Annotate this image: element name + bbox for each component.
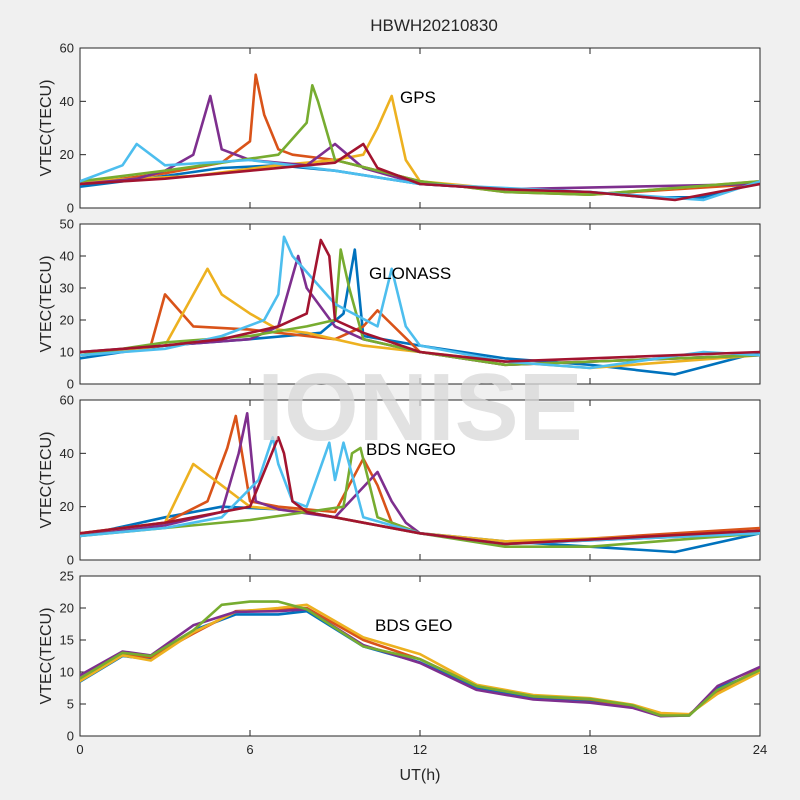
series-line-6	[80, 235, 760, 370]
series-line-6	[80, 436, 760, 546]
x-tick-label: 24	[753, 742, 767, 757]
series-line-7	[80, 436, 760, 546]
y-tick-label: 50	[60, 217, 74, 232]
x-tick-label: 6	[246, 742, 253, 757]
series-group	[80, 600, 760, 718]
y-tick-label: 60	[60, 393, 74, 408]
series-group	[80, 235, 760, 376]
y-tick-label: 40	[60, 446, 74, 461]
series-line-7	[80, 142, 760, 202]
y-tick-label: 20	[60, 147, 74, 162]
series-line-5	[80, 84, 760, 196]
y-tick-label: 0	[67, 553, 74, 568]
series-line-5	[80, 446, 760, 548]
watermark: IONISE	[257, 354, 582, 461]
series-line-7	[80, 238, 760, 363]
y-axis-label: VTEC(TECU)	[38, 432, 55, 529]
x-axis-label: UT(h)	[400, 767, 441, 784]
x-tick-label: 0	[76, 742, 83, 757]
y-tick-label: 0	[67, 201, 74, 216]
panel-bds-geo: 0 5 10 15 20 25 0 6 12 18 24 VTEC(TECU) BDS GEO	[38, 569, 767, 758]
y-tick-label: 10	[60, 665, 74, 680]
panel-gps: 0 20 40 60 VTEC(TECU) GPS	[38, 41, 761, 216]
y-tick-label: 15	[60, 633, 74, 648]
panel-label: BDS NGEO	[366, 440, 456, 459]
series-group	[80, 412, 760, 554]
panel-label: GLONASS	[369, 264, 451, 283]
y-tick-label: 0	[67, 729, 74, 744]
x-tick-label: 18	[583, 742, 597, 757]
y-axis-label: VTEC(TECU)	[38, 608, 55, 705]
y-tick-label: 40	[60, 94, 74, 109]
y-tick-label: 20	[60, 313, 74, 328]
y-tick-label: 20	[60, 499, 74, 514]
y-tick-label: 40	[60, 249, 74, 264]
panel-glonass: 0 10 20 30 40 50 VTEC(TECU) GLONASS	[38, 217, 761, 392]
y-tick-label: 25	[60, 569, 74, 584]
y-tick-label: 0	[67, 377, 74, 392]
series-line-3	[80, 603, 760, 716]
panel-bds-ngeo: 0 20 40 60 VTEC(TECU) BDS NGEO	[38, 393, 761, 568]
y-axis-label: VTEC(TECU)	[38, 256, 55, 353]
y-tick-label: 60	[60, 41, 74, 56]
y-tick-label: 10	[60, 345, 74, 360]
panel-label: BDS GEO	[375, 616, 452, 635]
series-group	[80, 73, 760, 202]
y-axis-label: VTEC(TECU)	[38, 80, 55, 177]
y-tick-label: 5	[67, 697, 74, 712]
panel-label: GPS	[400, 88, 436, 107]
y-tick-label: 30	[60, 281, 74, 296]
chart-title: HBWH20210830	[370, 16, 498, 35]
x-tick-label: 12	[413, 742, 427, 757]
series-line-5	[80, 600, 760, 717]
y-tick-label: 20	[60, 601, 74, 616]
